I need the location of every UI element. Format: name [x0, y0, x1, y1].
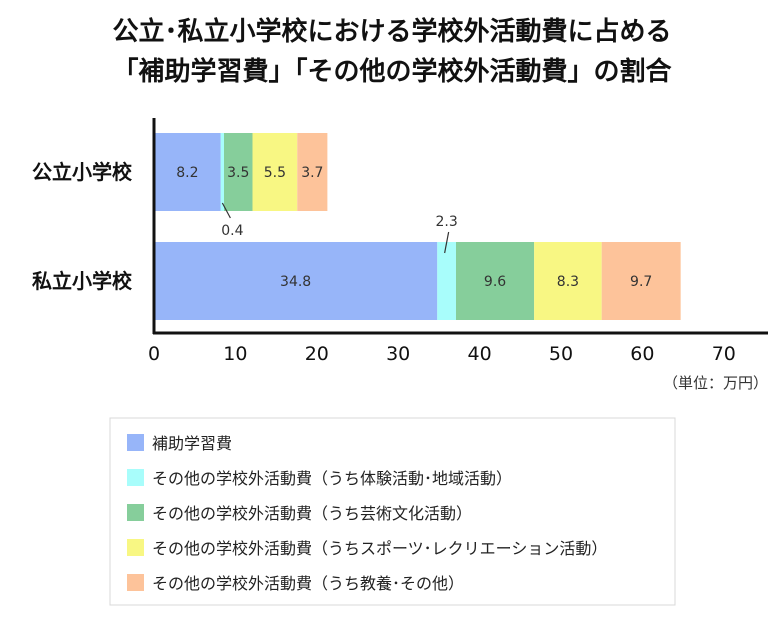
- bar-segment: [154, 133, 221, 211]
- data-label: 8.3: [557, 274, 579, 290]
- bar-segment: [601, 242, 681, 320]
- data-label: 34.8: [280, 274, 311, 290]
- x-tick-label: 40: [468, 343, 492, 365]
- data-label: 3.5: [227, 165, 249, 181]
- x-tick-label: 50: [549, 343, 573, 365]
- category-label: 公立小学校: [32, 160, 133, 184]
- bar-segment: [252, 133, 298, 211]
- bar-segment: [224, 133, 253, 211]
- x-tick-label: 70: [712, 343, 736, 365]
- bar-segment: [455, 242, 535, 320]
- legend-entry: その他の学校外活動費（うち芸術文化活動）: [152, 504, 472, 523]
- legend-entry: その他の学校外活動費（うち教養･その他）: [152, 574, 464, 593]
- data-label: 3.7: [301, 165, 323, 181]
- legend-swatch: [127, 469, 144, 486]
- category-label: 私立小学校: [32, 269, 133, 293]
- legend-entry: その他の学校外活動費（うちスポーツ･レクリエーション活動）: [152, 539, 607, 558]
- bar-segment: [297, 133, 328, 211]
- data-label: 0.4: [221, 223, 243, 239]
- x-tick-label: 60: [630, 343, 654, 365]
- x-tick-label: 30: [386, 343, 410, 365]
- data-label: 8.2: [176, 165, 198, 181]
- x-tick-label: 20: [305, 343, 329, 365]
- leader-line: [221, 202, 231, 219]
- chart-subtitle: 「補助学習費」「その他の学校外活動費」の割合: [112, 56, 672, 87]
- x-tick-label: 10: [223, 343, 247, 365]
- bar-segment: [437, 242, 456, 320]
- x-axis-ticks: 0 10 20 30 40 50 60 70: [148, 343, 736, 365]
- legend-entry: 補助学習費: [152, 434, 232, 453]
- legend-entry: その他の学校外活動費（うち体験活動･地域活動）: [152, 469, 512, 488]
- legend-swatch: [127, 434, 144, 451]
- legend-box: [109, 417, 676, 606]
- data-labels-group: 8.2 0.4 3.5 5.5 3.7 34.8 2.3 9.6 8.3 9.7: [176, 165, 652, 290]
- chart-title: 公立･私立小学校における学校外活動費に占める: [112, 16, 671, 47]
- legend-swatch: [127, 574, 144, 591]
- leader-line: [444, 231, 450, 254]
- bars-group: [154, 133, 681, 320]
- legend-swatch: [127, 504, 144, 521]
- bar-segment: [534, 242, 602, 320]
- legend-swatch: [127, 539, 144, 556]
- data-label: 2.3: [436, 214, 458, 230]
- data-label: 5.5: [264, 165, 286, 181]
- data-label: 9.6: [484, 274, 506, 290]
- bar-segment: [220, 133, 225, 211]
- bar-segment: [154, 242, 438, 320]
- x-tick-label: 0: [148, 343, 160, 365]
- unit-label: （単位：万円）: [663, 374, 768, 392]
- data-label: 9.7: [630, 274, 652, 290]
